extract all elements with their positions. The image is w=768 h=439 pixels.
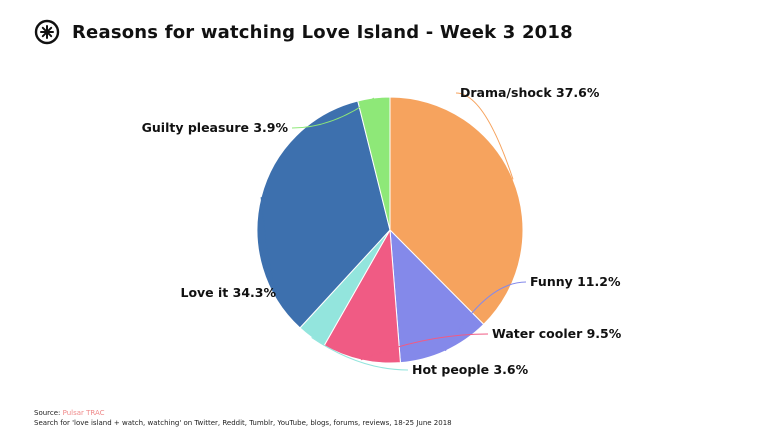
pie-slice-drama-shock <box>389 96 524 326</box>
slice-label: Guilty pleasure 3.9% <box>142 120 289 135</box>
slice-label: Water cooler 9.5% <box>492 326 622 341</box>
page-title: Reasons for watching Love Island - Week … <box>72 21 573 43</box>
slice-label: Love it 34.3% <box>180 285 276 300</box>
leader-line <box>360 333 489 361</box>
source-line: Source: Pulsar TRAC <box>34 408 452 418</box>
pulsar-logo-icon <box>34 19 60 45</box>
source-link[interactable]: Pulsar TRAC <box>62 409 105 417</box>
footer: Source: Pulsar TRAC Search for 'love isl… <box>34 408 452 428</box>
leader-line <box>260 197 281 294</box>
leader-line <box>311 336 409 371</box>
leader-line <box>455 92 514 180</box>
pie-slice-love-it <box>256 100 391 329</box>
leader-line <box>444 281 527 352</box>
source-note: Search for 'love island + watch, watchin… <box>34 419 452 427</box>
slice-label: Drama/shock 37.6% <box>460 85 600 100</box>
slice-label: Hot people 3.6% <box>412 362 529 377</box>
source-label: Source: <box>34 409 63 417</box>
leader-line <box>291 97 375 129</box>
slice-label: Funny 11.2% <box>530 274 621 289</box>
header: Reasons for watching Love Island - Week … <box>34 14 573 50</box>
